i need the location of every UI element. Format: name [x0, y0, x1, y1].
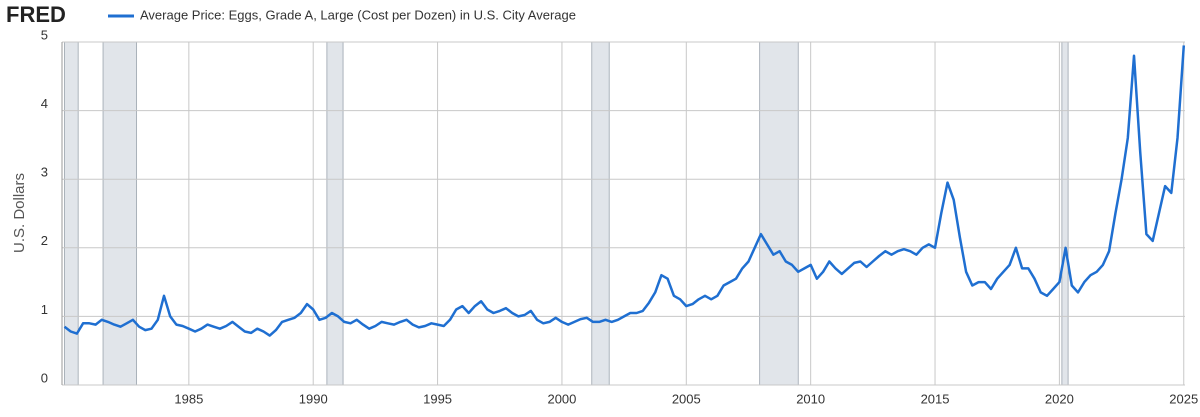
- series-line: [63, 45, 1186, 337]
- y-tick-label: 3: [41, 165, 48, 180]
- logo: FRED: [6, 2, 66, 27]
- x-tick-label: 2025: [1169, 391, 1198, 406]
- recession-band: [591, 41, 610, 386]
- recession-band: [1061, 41, 1069, 386]
- recession-band: [326, 41, 344, 386]
- recession-band: [759, 41, 799, 386]
- y-tick-label: 5: [41, 27, 48, 42]
- x-tick-label: 2010: [796, 391, 825, 406]
- legend-label: Average Price: Eggs, Grade A, Large (Cos…: [140, 7, 576, 22]
- x-tick-label: 2015: [921, 391, 950, 406]
- x-tick-label: 1990: [299, 391, 328, 406]
- x-tick-label: 2000: [547, 391, 576, 406]
- x-tick-label: 1985: [174, 391, 203, 406]
- y-tick-label: 4: [41, 96, 48, 111]
- x-tick-label: 1995: [423, 391, 452, 406]
- x-tick-label: 2005: [672, 391, 701, 406]
- y-tick-label: 1: [41, 302, 48, 317]
- recession-band: [102, 41, 138, 386]
- y-tick-label: 0: [41, 370, 48, 385]
- y-axis-label: U.S. Dollars: [11, 173, 28, 253]
- y-tick-label: 2: [41, 233, 48, 248]
- x-tick-label: 2020: [1045, 391, 1074, 406]
